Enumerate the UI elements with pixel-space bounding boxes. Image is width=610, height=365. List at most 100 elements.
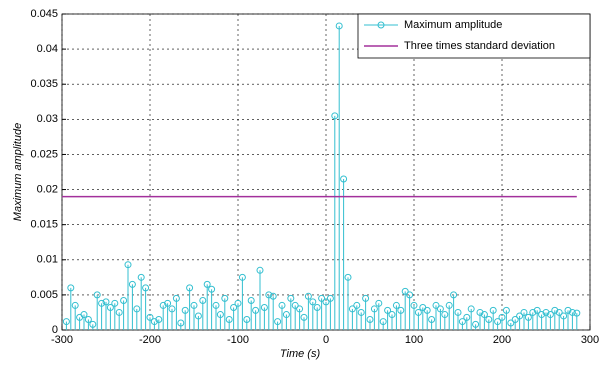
- stem-marker: [384, 306, 392, 314]
- stem-marker: [230, 304, 238, 312]
- stem-marker: [379, 318, 387, 326]
- stem-marker: [458, 318, 466, 326]
- stem-marker: [133, 305, 141, 313]
- stem-marker: [489, 306, 497, 314]
- stem-marker: [370, 305, 378, 313]
- stem-marker: [467, 305, 475, 313]
- stem-marker: [529, 308, 537, 316]
- stem-marker: [164, 299, 172, 307]
- stem-marker: [551, 306, 559, 314]
- y-tick-label: 0.005: [30, 289, 58, 301]
- y-axis-label: Maximum amplitude: [12, 123, 24, 221]
- stem-marker: [533, 306, 541, 314]
- stem-marker: [234, 299, 242, 307]
- stem-marker: [538, 311, 546, 319]
- y-tick-label: 0.045: [30, 8, 58, 20]
- stem-marker: [511, 315, 519, 323]
- stem-marker: [423, 306, 431, 314]
- y-tick-label: 0.03: [37, 113, 58, 125]
- x-tick-label: -100: [227, 334, 249, 346]
- stem-marker: [208, 285, 216, 293]
- stem-marker: [252, 306, 260, 314]
- stem-marker: [401, 287, 409, 295]
- stem-marker: [564, 306, 572, 314]
- stem-marker: [441, 311, 449, 319]
- stem-marker: [172, 294, 180, 302]
- stem-marker: [348, 305, 356, 313]
- stem-marker: [256, 266, 264, 274]
- stem-marker: [335, 22, 343, 30]
- stem-marker: [269, 292, 277, 300]
- stem-marker: [71, 301, 79, 309]
- stem-marker: [282, 311, 290, 319]
- stem-marker: [507, 319, 515, 327]
- stem-marker: [304, 292, 312, 300]
- legend-label: Maximum amplitude: [404, 19, 502, 31]
- stem-marker: [520, 308, 528, 316]
- stem-marker: [150, 318, 158, 326]
- x-tick-label: -300: [51, 334, 73, 346]
- stem-marker: [450, 291, 458, 299]
- stem-marker: [181, 306, 189, 314]
- stem-marker: [454, 308, 462, 316]
- stem-marker: [375, 299, 383, 307]
- stem-marker: [115, 308, 123, 316]
- x-tick-label: 0: [323, 334, 329, 346]
- stem-marker: [216, 311, 224, 319]
- stem-marker: [102, 298, 110, 306]
- stem-marker: [480, 311, 488, 319]
- stem-marker: [62, 318, 70, 326]
- stem-marker: [326, 294, 334, 302]
- stem-marker: [260, 304, 268, 312]
- legend-label: Three times standard deviation: [404, 40, 555, 52]
- x-tick-label: 300: [581, 334, 599, 346]
- stem-marker: [194, 312, 202, 320]
- stem-marker: [353, 301, 361, 309]
- y-tick-label: 0.04: [37, 43, 58, 55]
- stem-marker: [221, 294, 229, 302]
- stem-marker: [397, 306, 405, 314]
- stem-marker: [573, 309, 581, 317]
- stem-marker: [318, 294, 326, 302]
- stem-marker: [322, 298, 330, 306]
- x-tick-label: -200: [139, 334, 161, 346]
- stem-marker: [463, 313, 471, 321]
- stem-marker: [142, 284, 150, 292]
- stem-marker: [300, 313, 308, 321]
- stem-marker: [392, 301, 400, 309]
- x-axis-label: Time (s): [280, 348, 321, 360]
- stem-marker: [428, 315, 436, 323]
- stem-marker: [296, 305, 304, 313]
- stem-marker: [128, 280, 136, 288]
- stem-marker: [410, 301, 418, 309]
- stem-marker: [190, 301, 198, 309]
- stem-marker: [516, 312, 524, 320]
- stem-marker: [560, 312, 568, 320]
- stem-marker: [340, 175, 348, 183]
- stem-marker: [494, 318, 502, 326]
- stem-marker: [84, 315, 92, 323]
- stem-marker: [265, 291, 273, 299]
- y-tick-label: 0: [52, 324, 58, 336]
- stem-marker: [225, 315, 233, 323]
- stem-marker: [357, 308, 365, 316]
- stem-marker: [203, 280, 211, 288]
- stem-marker: [436, 305, 444, 313]
- y-tick-label: 0.025: [30, 148, 58, 160]
- stem-marker: [313, 304, 321, 312]
- y-tick-label: 0.01: [37, 254, 58, 266]
- stem-marker: [247, 297, 255, 305]
- stem-marker: [388, 311, 396, 319]
- stem-marker: [555, 308, 563, 316]
- stem-marker: [344, 273, 352, 281]
- stem-marker: [89, 320, 97, 328]
- stem-marker: [243, 315, 251, 323]
- stem-marker: [111, 299, 119, 307]
- stem-marker: [309, 298, 317, 306]
- stem-marker: [406, 291, 414, 299]
- x-tick-label: 100: [405, 334, 423, 346]
- y-tick-label: 0.035: [30, 78, 58, 90]
- x-tick-label: 200: [493, 334, 511, 346]
- stem-marker: [331, 112, 339, 120]
- stem-marker: [432, 301, 440, 309]
